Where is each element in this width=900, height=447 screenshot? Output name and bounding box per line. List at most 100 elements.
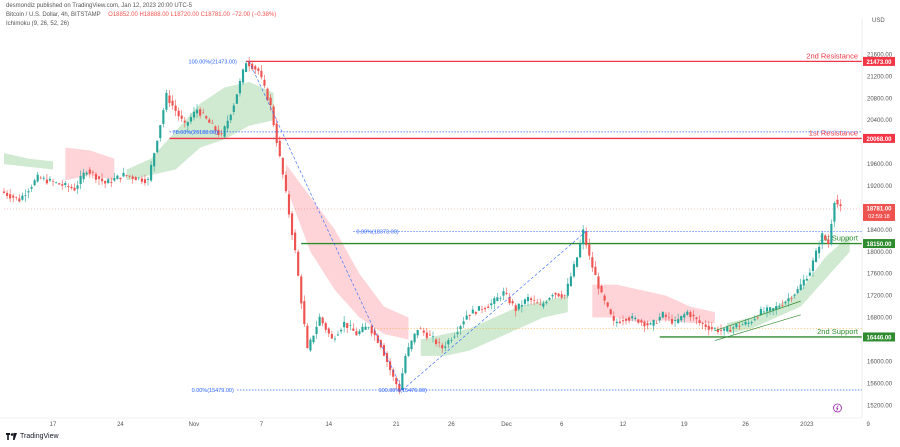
candle-body [787, 298, 790, 302]
time-tick-3: 7 [260, 422, 264, 428]
symbol-name: Bitcoin / U.S. Dollar, 4h, BITSTAMP [6, 12, 101, 18]
candle-body [529, 298, 533, 301]
candle-body [358, 331, 361, 334]
candle-body [24, 195, 27, 197]
candle-body [814, 250, 818, 263]
candle-body [67, 186, 70, 187]
time-tick-9: 12 [620, 422, 627, 428]
candle-body [324, 323, 327, 330]
candle-body [542, 303, 545, 307]
price-tick-4: 19600.00 [867, 162, 893, 168]
candle-body [713, 328, 716, 329]
candle-body [398, 383, 401, 392]
indicator-legend: Ichimoku (9, 26, 52, 26) [6, 21, 70, 27]
candle-body [183, 120, 186, 123]
candle-body [245, 63, 248, 72]
price-tick-1: 21200.00 [867, 74, 893, 80]
candle-body [159, 125, 162, 139]
candle-body [30, 187, 33, 189]
dotted-reference-lines [4, 208, 862, 329]
candle-body [79, 176, 82, 184]
current-price-text: 18781.00 [866, 206, 892, 212]
candle-body [836, 199, 839, 205]
candle-body [205, 116, 208, 119]
publisher-line: desmondiz published on TradingView.com, … [6, 3, 193, 9]
candle-body [150, 164, 153, 181]
candle-body [94, 174, 98, 180]
candle-body [655, 323, 658, 324]
candle-body [493, 298, 496, 304]
time-tick-4: 14 [325, 422, 332, 428]
candle-body [33, 180, 36, 186]
candle-body [36, 174, 39, 182]
candle-body [168, 95, 171, 104]
candle-body [419, 328, 422, 330]
fib-label-4: 100.00%(15476.00) [379, 388, 427, 394]
candle-body [723, 328, 726, 331]
candle-body [18, 198, 21, 202]
candle-body [48, 178, 52, 181]
candle-body [122, 172, 125, 177]
tradingview-logo[interactable]: TradingView [6, 433, 59, 440]
candle-body [214, 126, 217, 131]
candle-body [278, 140, 281, 156]
candle-body [416, 329, 419, 336]
candle-body [566, 283, 569, 296]
candle-body [156, 140, 159, 153]
candle-body [422, 330, 425, 333]
candle-body [802, 279, 805, 286]
candle-body [343, 321, 346, 328]
price-tick-3: 20400.00 [867, 118, 893, 124]
tradingview-logo-icon [6, 433, 17, 440]
candle-body [180, 115, 183, 119]
candle-body [597, 276, 600, 289]
candle-body [805, 278, 808, 281]
candle-body [505, 292, 508, 294]
candle-body [526, 297, 530, 302]
candle-body [674, 320, 677, 321]
candle-body [477, 306, 481, 311]
candle-body [113, 178, 116, 181]
candle-body [628, 317, 631, 321]
candle-body [775, 306, 778, 310]
candle-body [333, 338, 337, 340]
candle-body [704, 324, 707, 328]
support-resistance-levels: 2nd Resistance 1st Resistance 1st Support 2… [169, 51, 862, 338]
candle-body [410, 340, 413, 350]
level-name-1: 1st Resistance [809, 128, 858, 137]
candle-body [621, 320, 625, 322]
candle-body [413, 333, 416, 343]
candle-body [652, 319, 655, 326]
candle-body [294, 232, 297, 251]
channel-upper [714, 300, 801, 332]
candle-body [520, 305, 523, 307]
candle-body [496, 297, 499, 302]
candle-body [545, 302, 548, 304]
candle-body [269, 97, 272, 106]
candle-body [263, 79, 266, 86]
candle-body [772, 308, 775, 311]
candle-body [177, 110, 180, 117]
candle-body [266, 88, 269, 101]
candle-body [153, 153, 156, 167]
level-tag-text-2: 18150.00 [866, 242, 892, 248]
candle-body [327, 328, 330, 334]
candle-body [732, 327, 735, 329]
price-tick-14: 15200.00 [867, 403, 893, 409]
time-tick-13: 9 [866, 422, 870, 428]
candle-body [778, 306, 781, 308]
candle-body [2, 191, 6, 193]
candle-body [257, 68, 260, 71]
fib-label-0: 100.00%(21473.00) [189, 59, 237, 65]
candle-body [511, 301, 514, 304]
candle-body [670, 318, 674, 324]
level-name-3: 2nd Support [817, 327, 859, 336]
candle-body [202, 112, 205, 114]
lightning-bolt [835, 405, 839, 411]
candle-body [821, 233, 824, 245]
candle-body [560, 294, 563, 298]
candle-body [238, 81, 242, 94]
candle-body [695, 317, 698, 320]
candle-body [468, 314, 471, 316]
